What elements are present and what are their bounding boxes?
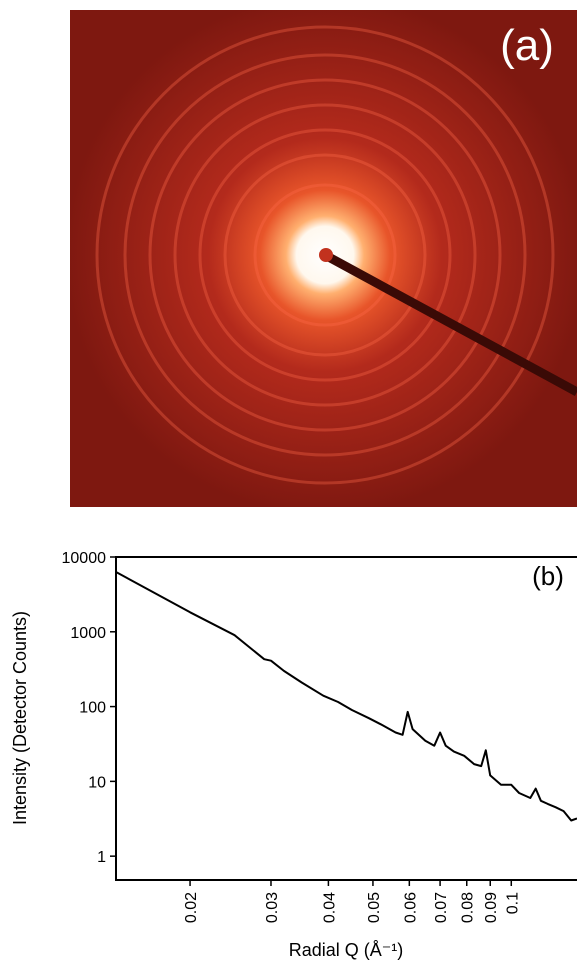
x-tick-label: 0.06 [402, 892, 419, 923]
x-axis-label: Radial Q (Å⁻¹) [289, 940, 404, 960]
y-tick-label: 1000 [70, 625, 106, 642]
chart: (b) Radial Q (Å⁻¹) Intensity (Detector C… [10, 550, 577, 960]
x-tick-label: 0.04 [321, 892, 338, 923]
x-tick-label: 0.07 [433, 892, 450, 923]
x-tick-label: 0.1 [504, 892, 521, 914]
x-tick-label: 0.09 [483, 892, 500, 923]
diffraction-image: (a) [70, 10, 577, 507]
y-tick-label: 1 [97, 849, 106, 866]
x-tick-label: 0.05 [366, 892, 383, 923]
y-tick-label: 10 [88, 774, 106, 791]
beam-center [319, 248, 333, 262]
y-tick-label: 100 [79, 700, 106, 717]
panel-label: (a) [500, 21, 554, 70]
y-tick-label: 10000 [62, 550, 107, 567]
beam-stop [322, 251, 577, 396]
axis-frame [115, 556, 577, 881]
diffraction-rings [95, 25, 555, 485]
x-tick-label: 0.02 [183, 892, 200, 923]
y-axis-label: Intensity (Detector Counts) [10, 611, 30, 825]
panel-label: (b) [532, 561, 564, 591]
x-tick-label: 0.03 [264, 892, 281, 923]
data-line [115, 571, 577, 822]
x-tick-label: 0.08 [460, 892, 477, 923]
